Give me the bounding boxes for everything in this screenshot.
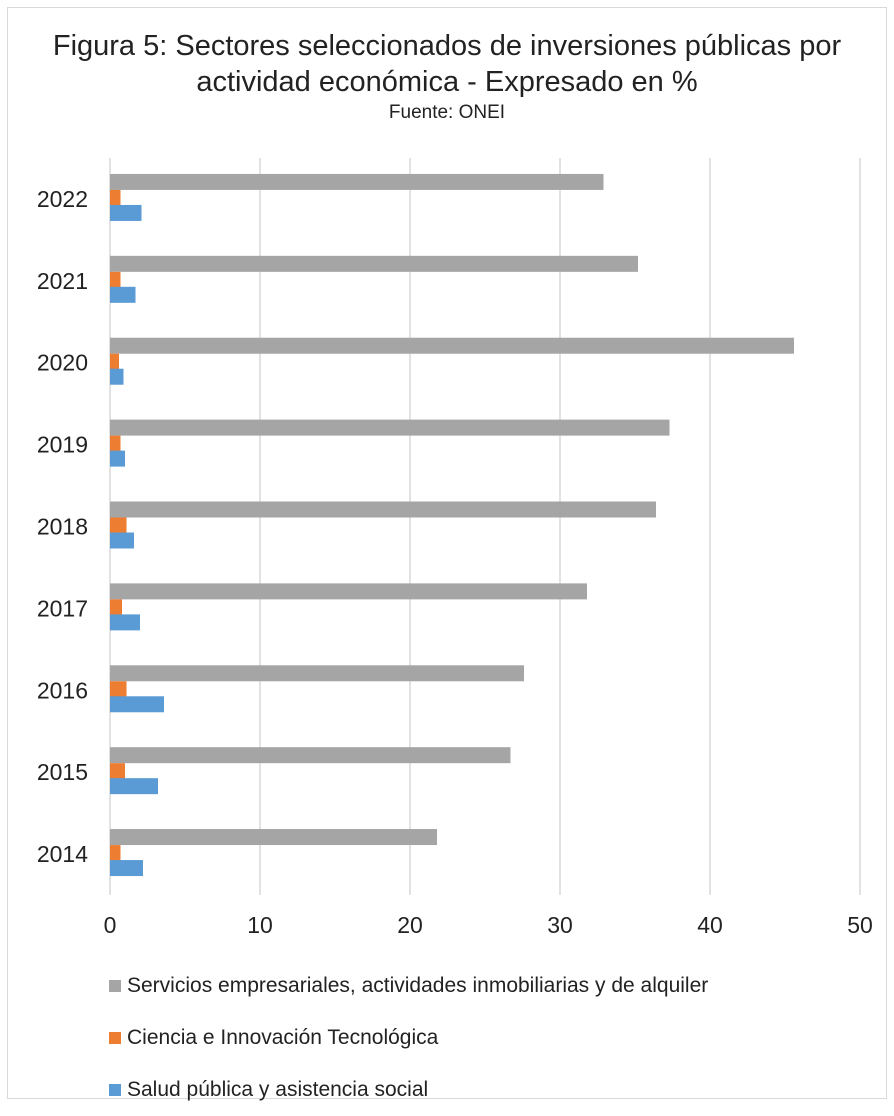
bar-2014-series-0 bbox=[110, 829, 437, 846]
bar-2015-series-1 bbox=[110, 763, 125, 780]
bar-2017-series-0 bbox=[110, 583, 587, 600]
bar-2022-series-0 bbox=[110, 173, 604, 190]
bar-2015-series-0 bbox=[110, 747, 511, 764]
bar-2014-series-2 bbox=[110, 860, 143, 877]
bar-2017-series-1 bbox=[110, 599, 122, 616]
y-tick-label-2014: 2014 bbox=[37, 841, 88, 867]
bar-2022-series-2 bbox=[110, 204, 142, 221]
x-tick-label-2: 20 bbox=[397, 912, 423, 938]
chart-legend: Servicios empresariales, actividades inm… bbox=[109, 960, 708, 1116]
bar-2020-series-0 bbox=[110, 337, 794, 354]
x-tick-label-3: 30 bbox=[547, 912, 573, 938]
bar-2016-series-0 bbox=[110, 665, 524, 682]
legend-swatch-servicios bbox=[109, 980, 121, 992]
bar-2021-series-2 bbox=[110, 286, 136, 303]
chart-subtitle: Fuente: ONEI bbox=[388, 102, 506, 123]
legend-label-servicios: Servicios empresariales, actividades inm… bbox=[127, 974, 709, 997]
x-tick-label-1: 10 bbox=[247, 912, 273, 938]
chart-plot: 0 10 20 30 40 50 2022 2021 2020 2019 2018 2017 2016 2… bbox=[37, 158, 873, 938]
legend-label-salud: Salud pública y asistencia social bbox=[127, 1078, 429, 1101]
y-tick-label-2015: 2015 bbox=[37, 759, 88, 785]
legend-item-salud: Salud pública y asistencia social bbox=[109, 1064, 708, 1116]
legend-swatch-ciencia bbox=[109, 1032, 121, 1044]
y-tick-label-2020: 2020 bbox=[37, 350, 88, 376]
bar-2016-series-2 bbox=[110, 696, 164, 713]
x-tick-label-0: 0 bbox=[104, 912, 117, 938]
bar-2018-series-2 bbox=[110, 532, 134, 549]
bar-2021-series-1 bbox=[110, 271, 121, 288]
bar-2019-series-0 bbox=[110, 419, 670, 436]
x-tick-label-4: 40 bbox=[697, 912, 723, 938]
bar-2017-series-2 bbox=[110, 614, 140, 631]
y-tick-label-2022: 2022 bbox=[37, 186, 88, 212]
bar-2022-series-1 bbox=[110, 189, 121, 206]
y-tick-label-2018: 2018 bbox=[37, 514, 88, 540]
bar-2016-series-1 bbox=[110, 681, 127, 698]
y-tick-label-2017: 2017 bbox=[37, 595, 88, 621]
legend-item-ciencia: Ciencia e Innovación Tecnológica bbox=[109, 1012, 708, 1064]
legend-label-ciencia: Ciencia e Innovación Tecnológica bbox=[127, 1026, 439, 1049]
x-tick-label-5: 50 bbox=[847, 912, 873, 938]
bar-2019-series-2 bbox=[110, 450, 125, 467]
bar-2021-series-0 bbox=[110, 255, 638, 272]
bar-2014-series-1 bbox=[110, 845, 121, 862]
bar-2015-series-2 bbox=[110, 778, 158, 795]
bar-2018-series-1 bbox=[110, 517, 127, 534]
y-tick-label-2016: 2016 bbox=[37, 677, 88, 703]
legend-item-servicios: Servicios empresariales, actividades inm… bbox=[109, 960, 708, 1012]
chart-title: Figura 5: Sectores seleccionados de inve… bbox=[52, 30, 842, 98]
bar-2020-series-2 bbox=[110, 368, 124, 385]
legend-swatch-salud bbox=[109, 1084, 121, 1096]
bar-2020-series-1 bbox=[110, 353, 119, 370]
y-tick-label-2021: 2021 bbox=[37, 268, 88, 294]
bar-2019-series-1 bbox=[110, 435, 121, 452]
bar-2018-series-0 bbox=[110, 501, 656, 518]
y-tick-label-2019: 2019 bbox=[37, 432, 88, 458]
